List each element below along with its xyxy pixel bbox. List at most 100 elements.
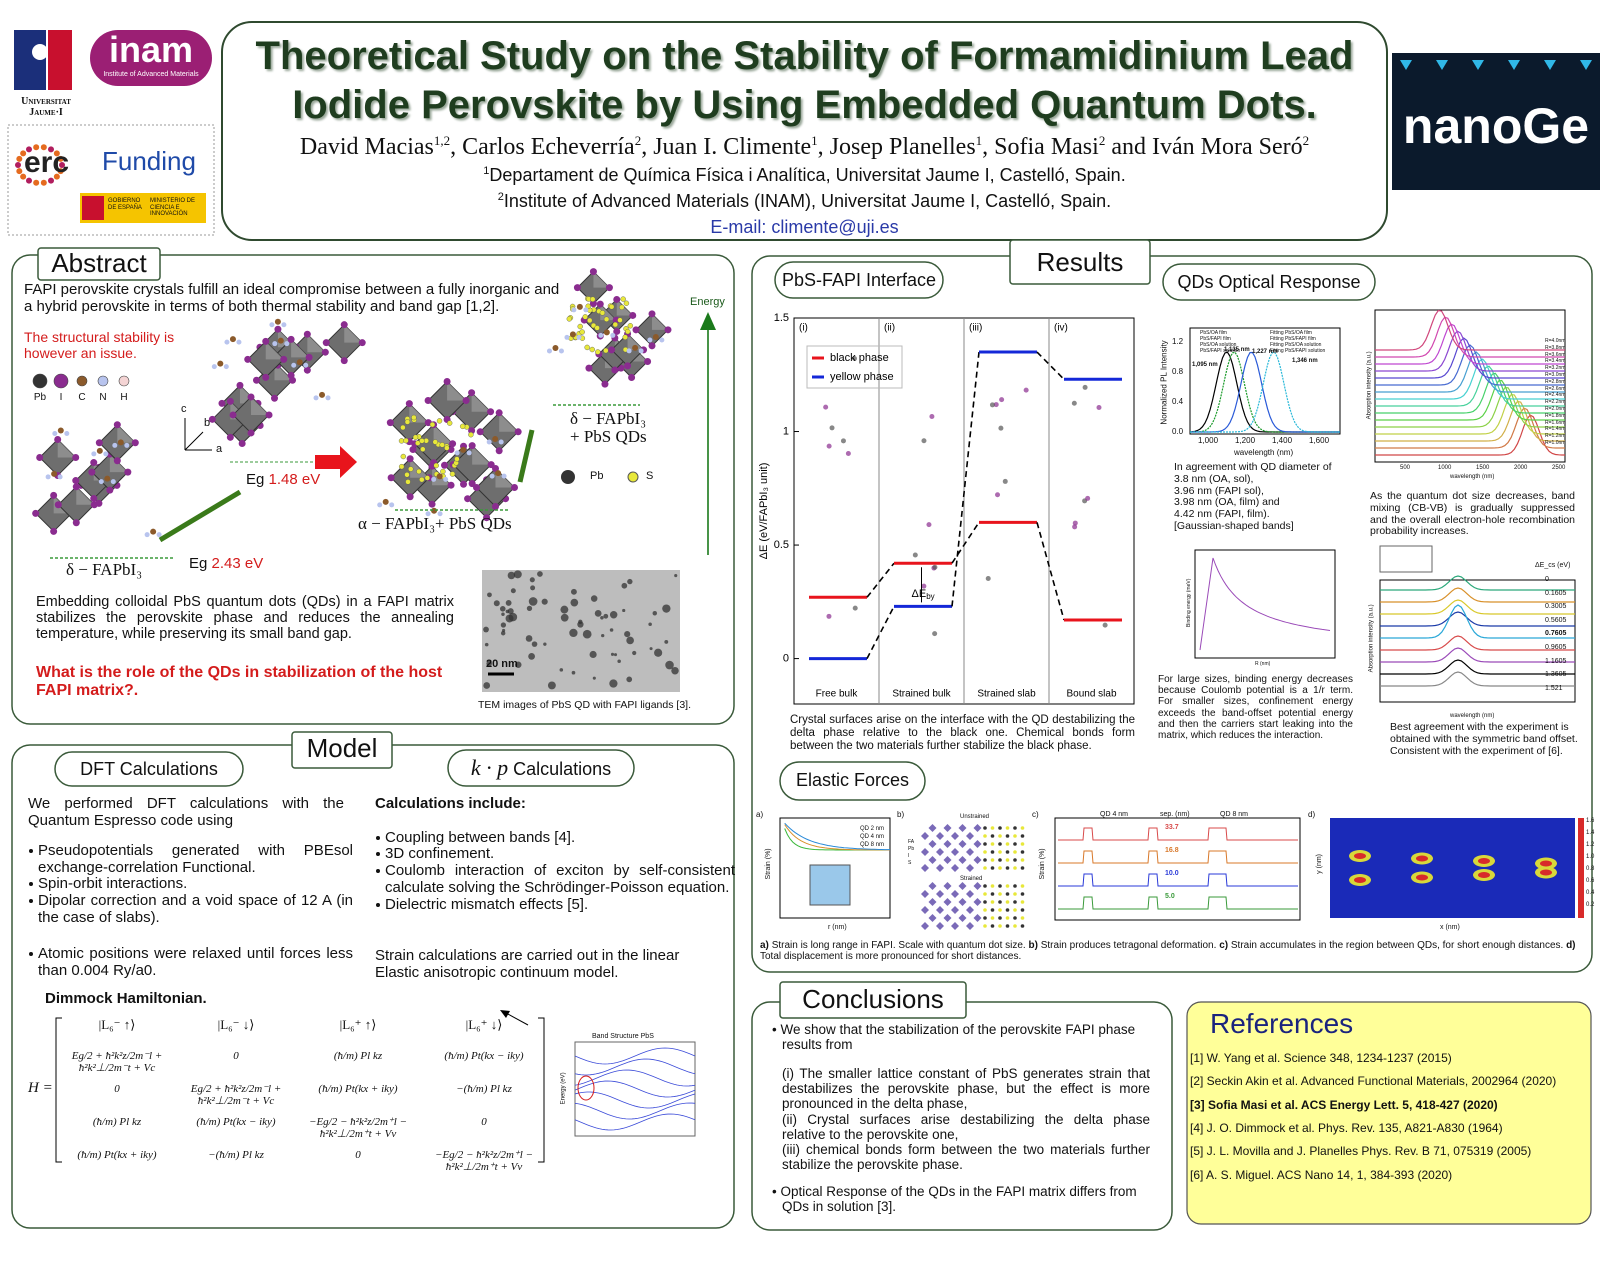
iodine xyxy=(229,411,237,419)
subsection-heading: PbS-FAPI Interface xyxy=(781,270,937,290)
iodine xyxy=(487,461,495,469)
fa-c xyxy=(603,329,610,336)
lattice-atom xyxy=(1020,858,1025,862)
pbs-atom xyxy=(439,442,445,448)
lattice-atom xyxy=(1005,884,1010,888)
column-label: QD 8 nm xyxy=(1220,811,1249,818)
lattice-octa xyxy=(973,856,982,864)
tem-dot xyxy=(531,641,538,647)
iodine xyxy=(611,366,619,374)
hot-spot xyxy=(1354,853,1366,859)
pbs-atom xyxy=(412,434,419,440)
nanoge-logo xyxy=(1392,53,1600,190)
lattice-atom xyxy=(998,924,1002,928)
pbs-atom xyxy=(398,463,405,470)
tem-dot xyxy=(547,681,556,690)
fa-c xyxy=(296,359,303,366)
fa-n xyxy=(303,362,309,368)
atom-deco xyxy=(1072,520,1078,526)
phase-label: δ − FAPbI₃ xyxy=(570,409,647,428)
tick-label: 2500 xyxy=(1552,465,1566,471)
tem-dot xyxy=(537,571,543,577)
question: What is the role of the QDs in stabiliza… xyxy=(36,664,443,699)
gov-logo xyxy=(82,196,104,220)
lattice-atom xyxy=(1020,834,1025,838)
band-line xyxy=(574,1102,696,1120)
bullet xyxy=(29,899,33,903)
iodine xyxy=(468,480,476,488)
affiliation-sup: 1 xyxy=(483,165,490,178)
tem-dot xyxy=(570,598,579,607)
octahedron-face xyxy=(265,341,284,360)
legend-label: yellow phase xyxy=(830,371,894,383)
atom-label: N xyxy=(99,392,107,403)
tem-dot xyxy=(652,611,658,616)
reference: [2] Seckin Akin et al. Advanced Function… xyxy=(1190,1074,1557,1089)
matrix-header: |L₆⁻ ↑⟩ xyxy=(98,1017,136,1032)
iodine xyxy=(321,348,329,356)
axis-label: wavelength (nm) xyxy=(1234,448,1294,457)
lattice-atom xyxy=(1013,866,1017,870)
tick-label: 1,600 xyxy=(1309,436,1330,445)
tem-dot xyxy=(626,676,633,683)
iodine xyxy=(113,421,121,429)
separation-label: 5.0 xyxy=(1165,893,1175,900)
erc-logo xyxy=(26,146,32,153)
pbs-atom xyxy=(599,310,606,316)
nanoge-logo xyxy=(1400,60,1412,70)
subsection-heading: DFT Calculations xyxy=(80,759,218,779)
fa-n xyxy=(571,307,577,313)
iodine xyxy=(495,447,503,455)
offset-plot xyxy=(1379,545,1576,703)
pbs-atom xyxy=(566,316,573,322)
author-sup: 1,2 xyxy=(433,132,451,148)
lattice-atom xyxy=(1020,924,1025,928)
axis xyxy=(184,431,204,451)
conclusion-list: • We show that the stabilization of the … xyxy=(770,1022,1150,1214)
lattice-atom xyxy=(1013,842,1017,846)
atom-label: H xyxy=(120,392,128,403)
tem-dot xyxy=(601,633,605,638)
header: Theoretical Study on the Stability of Fo… xyxy=(222,34,1387,237)
legend-label: R=2.4nm xyxy=(1545,392,1566,399)
legend-label: 0.5605 xyxy=(1545,616,1567,624)
lattice-octa xyxy=(958,824,967,832)
band-gap-value: 2.43 eV xyxy=(211,555,264,572)
lattice-octa xyxy=(951,848,959,856)
iodine xyxy=(32,509,40,517)
fa-c xyxy=(495,470,502,477)
author-sup: 2 xyxy=(1098,132,1106,148)
lattice-octa xyxy=(958,914,967,922)
axis-label: Energy (eV) xyxy=(560,1072,567,1105)
axis-label: R (nm) xyxy=(1255,661,1271,667)
author: , Josep Planelles xyxy=(817,133,976,160)
axis-label: a xyxy=(216,443,223,455)
fa-n xyxy=(558,348,564,354)
atom-deco xyxy=(826,443,832,449)
scale-label: 20 nm xyxy=(486,658,518,670)
binding-plot xyxy=(1194,549,1336,659)
axis-label: Absorption intensity (a.u.) xyxy=(1366,351,1373,420)
iodine xyxy=(476,428,484,436)
legend-label: 0.7605 xyxy=(1545,630,1567,638)
reference: [4] J. O. Dimmock et al. Phys. Rev. 135,… xyxy=(1190,1120,1503,1135)
fa-c xyxy=(382,498,389,505)
pill xyxy=(54,751,244,787)
iodine xyxy=(340,321,348,329)
pbs-atom xyxy=(617,317,623,323)
panel-label: (ii) xyxy=(884,323,895,334)
green-arrow xyxy=(517,429,535,483)
iodine xyxy=(238,440,246,448)
iodine xyxy=(491,502,499,510)
iodine xyxy=(72,483,80,491)
band-line xyxy=(574,1058,696,1076)
lattice-octa xyxy=(973,840,982,848)
legend-label: Fitting PbS/OA solution xyxy=(1270,342,1322,348)
tem-dot xyxy=(515,661,522,668)
panel-label: d) xyxy=(1308,810,1316,819)
spectrum xyxy=(1375,379,1565,421)
fa-n xyxy=(377,502,383,508)
iodine xyxy=(244,355,252,363)
pill xyxy=(779,761,926,801)
lattice-octa xyxy=(966,832,974,840)
